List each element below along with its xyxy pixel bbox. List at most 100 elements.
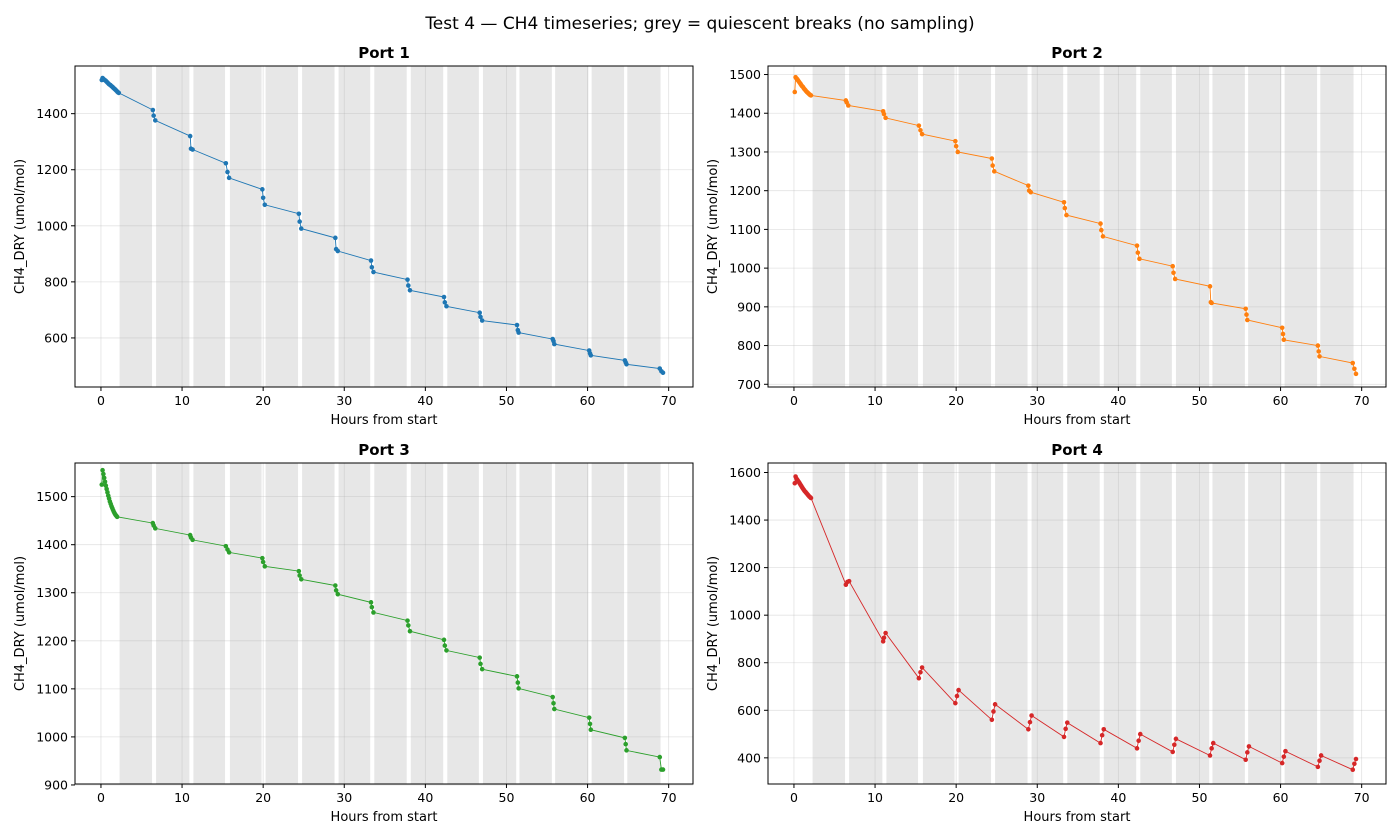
data-point-1-57 bbox=[552, 341, 557, 347]
data-point-4-56 bbox=[1246, 744, 1252, 749]
y-tick-label-2-5: 1200 bbox=[729, 183, 761, 198]
data-point-4-59 bbox=[1283, 748, 1288, 754]
data-point-4-37 bbox=[1027, 719, 1033, 725]
y-tick-label-4-1: 600 bbox=[737, 703, 761, 718]
data-point-1-41 bbox=[369, 264, 375, 270]
data-point-4-64 bbox=[1352, 761, 1357, 767]
axes-frame-3 bbox=[74, 462, 694, 785]
data-point-4-50 bbox=[1173, 736, 1179, 742]
data-point-1-27 bbox=[190, 147, 195, 152]
data-point-3-58 bbox=[588, 727, 594, 732]
data-point-4-31 bbox=[954, 693, 960, 699]
quiescent-break-2-7 bbox=[1031, 66, 1064, 387]
y-tick-label-2-8: 1500 bbox=[729, 67, 761, 82]
quiescent-break-3-11 bbox=[482, 463, 517, 784]
data-point-2-60 bbox=[1315, 343, 1321, 348]
quiescent-break-1-10 bbox=[447, 66, 479, 387]
data-point-4-46 bbox=[1136, 738, 1141, 744]
quiescent-break-3-5 bbox=[265, 463, 299, 784]
y-tick-label-3-5: 1400 bbox=[36, 537, 68, 552]
y-tick-label-1-3: 1200 bbox=[36, 162, 68, 177]
data-point-4-40 bbox=[1063, 726, 1068, 732]
data-point-2-40 bbox=[1062, 205, 1068, 211]
data-point-4-24 bbox=[880, 639, 886, 644]
x-tick-label-4-0: 0 bbox=[790, 790, 798, 805]
quiescent-break-4-13 bbox=[1248, 463, 1282, 784]
y-tick-label-1-0: 600 bbox=[44, 330, 68, 345]
y-tick-label-4-4: 1200 bbox=[729, 560, 761, 575]
x-tick-label-2-3: 30 bbox=[1029, 393, 1045, 408]
quiescent-break-2-8 bbox=[1067, 66, 1100, 387]
data-point-1-21 bbox=[116, 90, 122, 96]
x-tick-label-1-3: 30 bbox=[336, 393, 352, 408]
data-point-4-53 bbox=[1210, 740, 1216, 746]
quiescent-break-1-4 bbox=[229, 66, 262, 387]
data-point-3-25 bbox=[190, 537, 195, 543]
x-tick-label-2-5: 50 bbox=[1192, 393, 1208, 408]
data-point-2-42 bbox=[1098, 221, 1103, 226]
data-point-2-51 bbox=[1207, 284, 1213, 289]
quiescent-break-1-5 bbox=[265, 66, 299, 387]
quiescent-break-2-9 bbox=[1103, 66, 1137, 387]
y-tick-label-4-6: 1600 bbox=[729, 465, 761, 480]
y-tick-label-3-2: 1100 bbox=[36, 681, 68, 696]
quiescent-break-3-3 bbox=[193, 463, 226, 784]
x-tick-label-1-6: 60 bbox=[580, 393, 596, 408]
quiescent-break-1-3 bbox=[193, 66, 226, 387]
data-point-1-24 bbox=[152, 118, 158, 123]
quiescent-break-1-2 bbox=[156, 66, 190, 387]
y-tick-label-4-3: 1000 bbox=[729, 608, 761, 623]
data-point-2-39 bbox=[1061, 199, 1067, 205]
x-axis-label-2: Hours from start bbox=[1024, 413, 1131, 428]
quiescent-break-2-3 bbox=[886, 66, 919, 387]
panel-title-3: Port 3 bbox=[358, 441, 410, 459]
data-point-4-33 bbox=[989, 717, 995, 723]
data-point-1-29 bbox=[225, 169, 230, 175]
data-point-3-29 bbox=[260, 555, 265, 561]
data-point-2-43 bbox=[1099, 227, 1104, 233]
data-point-3-46 bbox=[444, 648, 449, 653]
data-point-2-34 bbox=[990, 163, 995, 168]
data-point-1-63 bbox=[624, 361, 629, 367]
data-point-2-33 bbox=[989, 156, 995, 161]
data-point-2-53 bbox=[1209, 300, 1214, 306]
quiescent-break-3-13 bbox=[555, 463, 589, 784]
quiescent-break-1-1 bbox=[119, 66, 153, 387]
quiescent-break-2-5 bbox=[958, 66, 992, 387]
data-point-1-31 bbox=[260, 187, 265, 192]
data-point-2-26 bbox=[883, 115, 888, 121]
quiescent-break-3-4 bbox=[229, 463, 262, 784]
data-point-1-25 bbox=[187, 133, 193, 139]
data-point-3-53 bbox=[550, 694, 555, 700]
data-point-1-45 bbox=[407, 287, 413, 293]
data-point-2-48 bbox=[1170, 263, 1176, 269]
data-point-2-23 bbox=[845, 103, 851, 108]
panel-port-1: 0 10 20 30 40 50 60 70 600 800 1000 1200 1400 Port 1 H… bbox=[13, 44, 694, 428]
data-point-4-57 bbox=[1279, 760, 1285, 766]
x-tick-label-3-3: 30 bbox=[336, 790, 352, 805]
quiescent-break-1-6 bbox=[302, 66, 335, 387]
y-tick-label-2-6: 1300 bbox=[729, 144, 761, 159]
quiescent-break-4-9 bbox=[1103, 463, 1137, 784]
y-tick-label-4-0: 400 bbox=[737, 750, 761, 765]
quiescent-break-3-15 bbox=[627, 463, 661, 784]
data-point-3-38 bbox=[368, 600, 374, 605]
data-point-4-20 bbox=[808, 495, 814, 501]
data-point-4-62 bbox=[1318, 753, 1324, 758]
x-tick-label-2-2: 20 bbox=[948, 393, 964, 408]
data-point-1-30 bbox=[226, 175, 232, 181]
data-point-3-0 bbox=[99, 482, 105, 487]
quiescent-break-1-13 bbox=[555, 66, 589, 387]
data-point-2-0 bbox=[792, 89, 798, 95]
data-point-3-31 bbox=[262, 564, 268, 569]
data-point-4-29 bbox=[919, 665, 925, 670]
data-point-1-39 bbox=[335, 248, 341, 254]
x-tick-label-2-7: 70 bbox=[1354, 393, 1370, 408]
data-point-3-39 bbox=[369, 604, 375, 610]
data-point-2-59 bbox=[1281, 337, 1287, 343]
data-point-4-65 bbox=[1353, 756, 1359, 762]
panel-title-1: Port 1 bbox=[358, 44, 410, 62]
data-point-4-28 bbox=[918, 669, 923, 675]
data-point-2-31 bbox=[953, 143, 959, 149]
quiescent-break-4-11 bbox=[1175, 463, 1210, 784]
